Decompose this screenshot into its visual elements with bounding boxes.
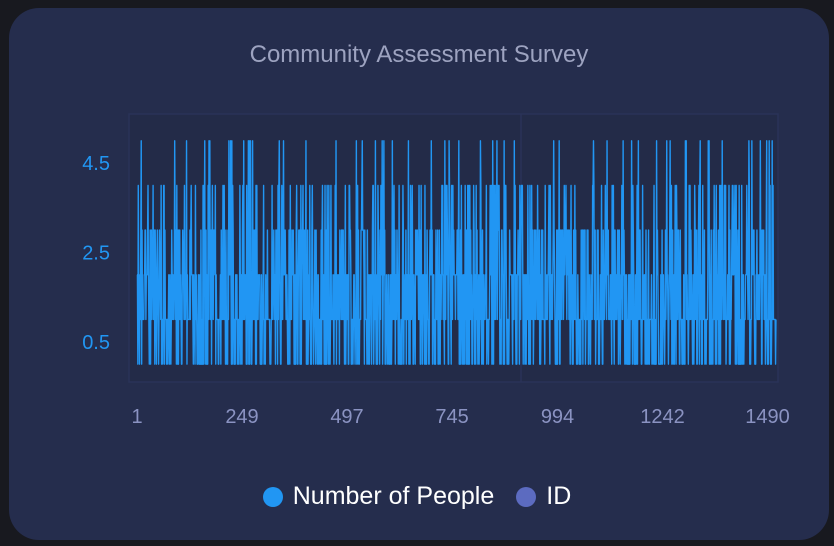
x-tick-label: 497 [330, 406, 363, 428]
legend-label: Number of People [292, 482, 495, 510]
x-tick-label: 745 [435, 406, 468, 428]
x-tick-label: 1 [131, 406, 142, 428]
legend-dot-icon [262, 486, 283, 507]
y-tick-label: 0.5 [82, 332, 110, 354]
x-tick-label: 1490 [745, 406, 790, 428]
legend-dot-icon [516, 486, 537, 507]
y-axis: 4.5 2.5 0.5 [82, 153, 110, 354]
legend: Number of People ID [0, 482, 834, 511]
series-line-number-of-people [136, 140, 777, 365]
x-axis: 1 249 497 745 994 1242 1490 [131, 406, 789, 428]
x-tick-label: 249 [225, 406, 258, 428]
y-tick-label: 2.5 [82, 243, 110, 265]
x-tick-label: 994 [541, 406, 574, 428]
series-layer [136, 140, 777, 365]
legend-label: ID [546, 482, 572, 510]
legend-item-number-of-people[interactable]: Number of People [262, 482, 495, 511]
chart-title: Community Assessment Survey [249, 41, 589, 68]
legend-item-id[interactable]: ID [516, 482, 571, 511]
y-tick-label: 4.5 [82, 153, 110, 175]
x-tick-label: 1242 [640, 406, 685, 428]
